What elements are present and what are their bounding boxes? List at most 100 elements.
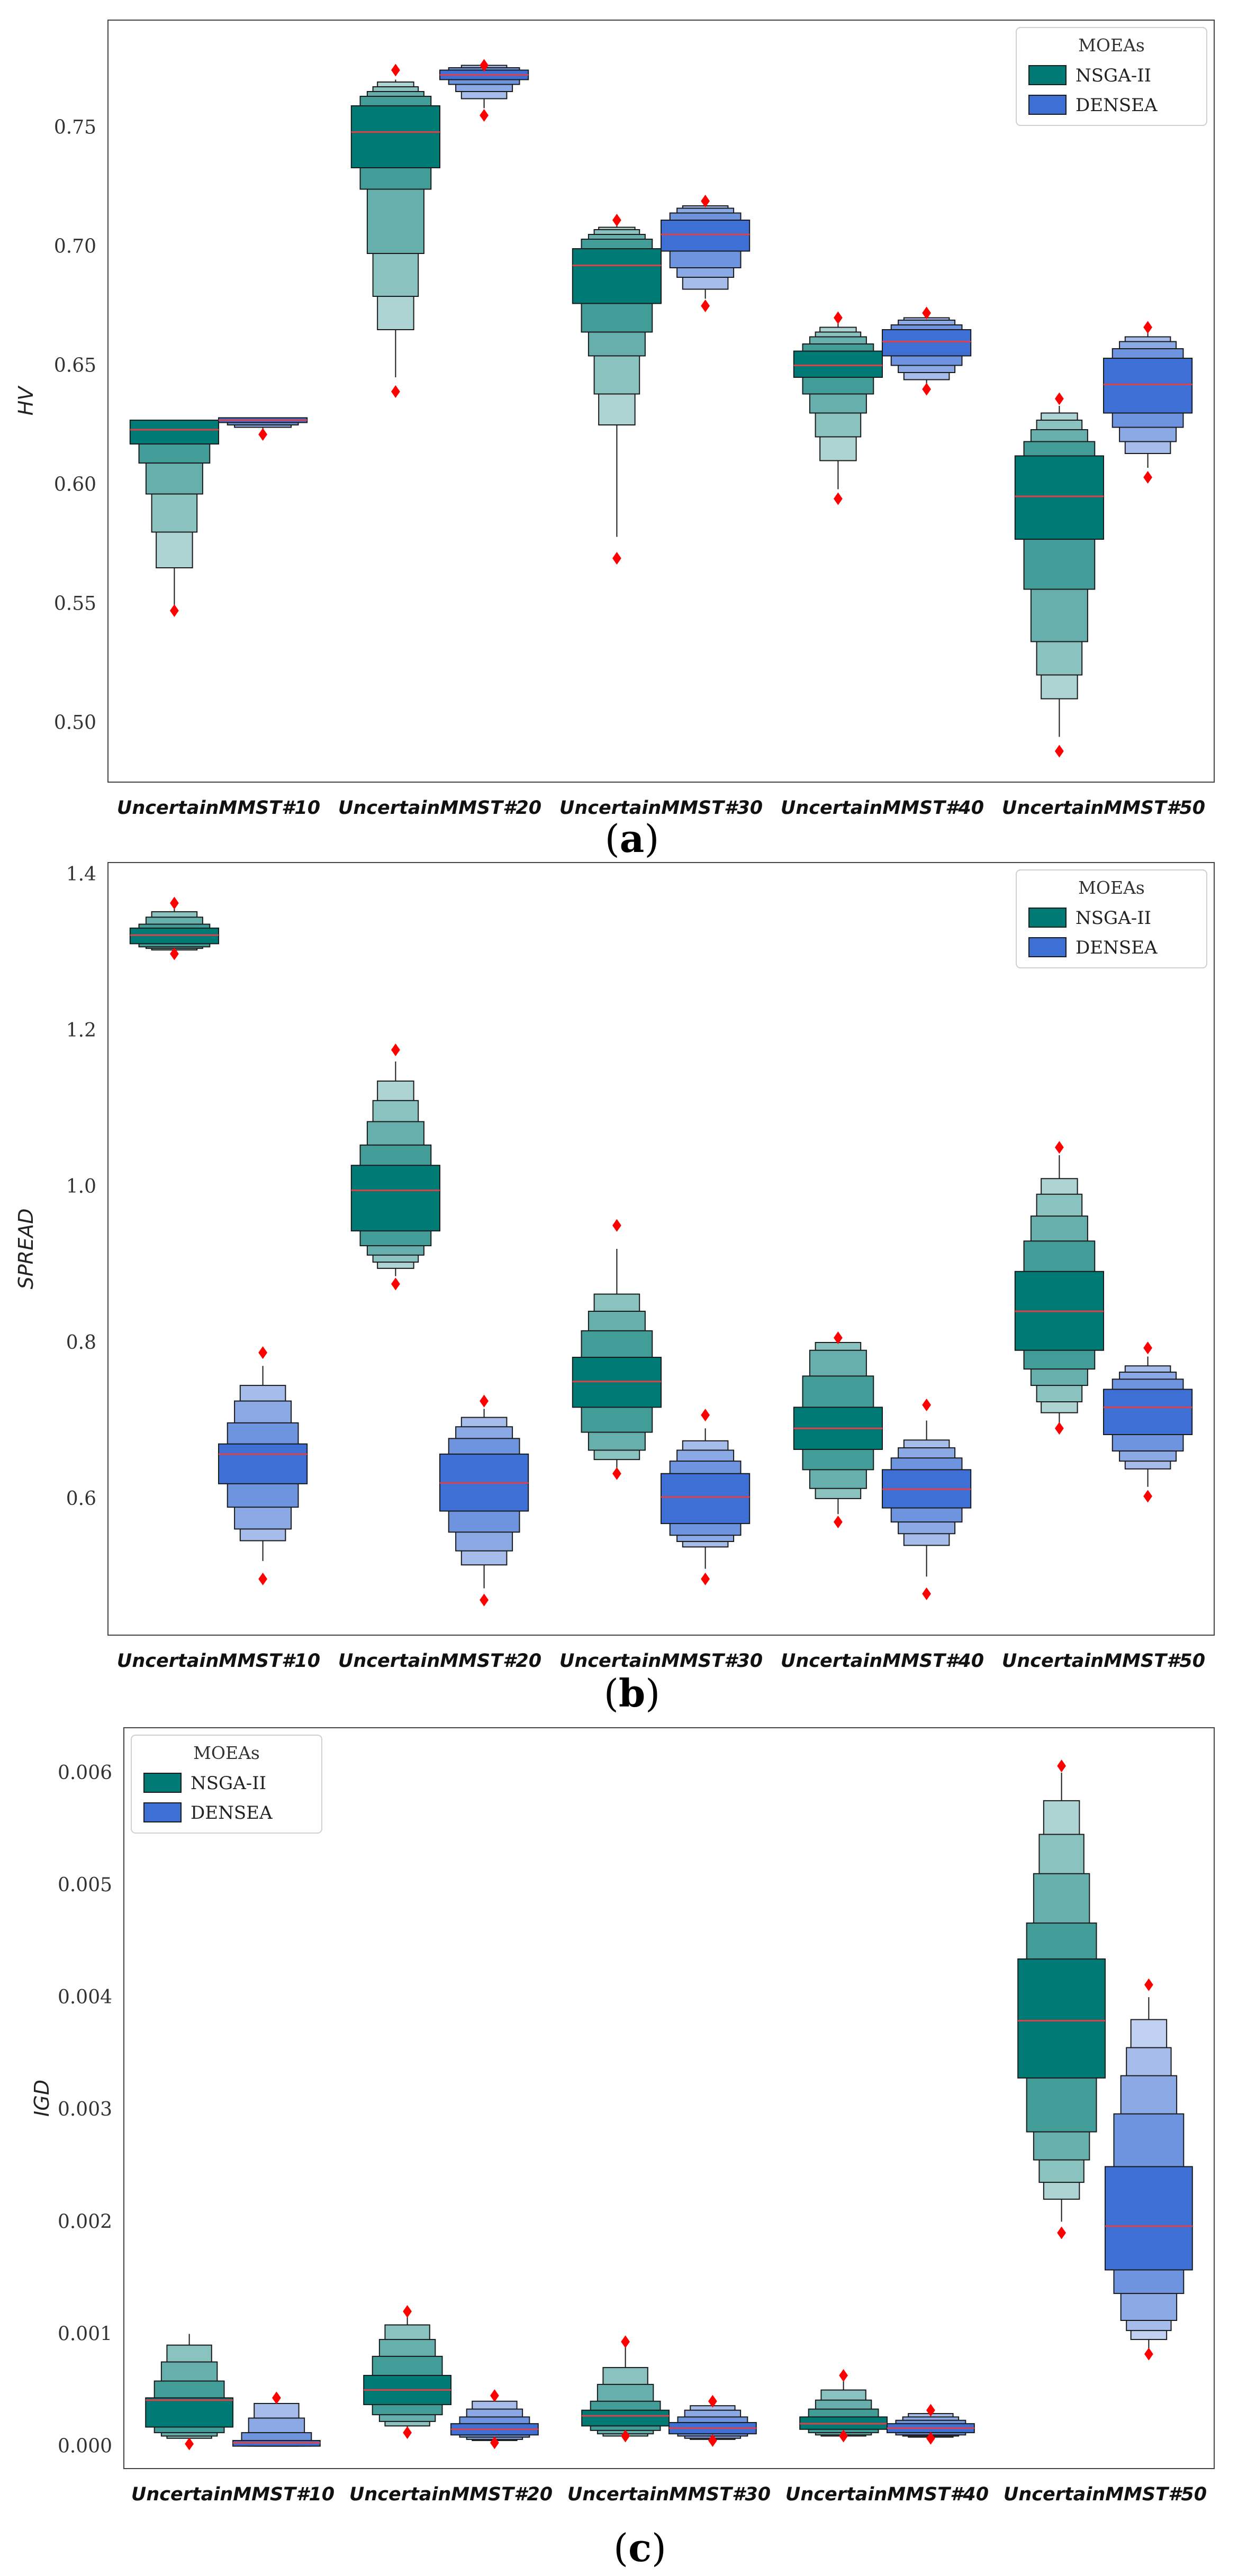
boxen-nsga-ii-1: [129, 420, 219, 617]
panel-label-close-paren: ): [644, 817, 659, 861]
legend-swatch: [1028, 95, 1067, 115]
y-axis-label: SPREAD: [14, 1209, 38, 1290]
boxen-nsga-ii-2: [350, 1043, 440, 1291]
boxen-nsga-ii-5: [1017, 1759, 1106, 2239]
outlier-marker: [922, 1398, 931, 1411]
panel-label-close-paren: ): [652, 2526, 666, 2570]
panel-label-letter: a: [620, 816, 645, 861]
boxen-densea-2: [450, 2389, 539, 2450]
y-tick-label: 1.4: [66, 864, 96, 885]
boxen-nsga-ii-2: [363, 2305, 452, 2439]
boxen-nsga-ii-4: [799, 2369, 888, 2443]
legend-label: NSGA-II: [1076, 65, 1151, 86]
outlier-marker: [834, 492, 843, 505]
y-tick-label: 0.006: [58, 1762, 112, 1784]
outlier-marker: [1055, 392, 1064, 405]
legend-entry-nsga-ii: NSGA-II: [143, 1773, 266, 1794]
panel-label: (a): [605, 816, 659, 861]
legend-entry-nsga-ii: NSGA-II: [1028, 65, 1151, 86]
x-tick-label: UncertainMMST#50: [1002, 1650, 1205, 1672]
y-tick-label: 0.002: [58, 2211, 112, 2233]
outlier-marker: [170, 947, 179, 960]
x-tick-label: UncertainMMST#50: [1002, 797, 1205, 819]
outlier-marker: [926, 2432, 935, 2445]
y-tick-label: 0.50: [54, 712, 96, 734]
boxen-level-1: [1014, 455, 1105, 540]
outlier-marker: [1057, 2226, 1066, 2239]
y-tick-label: 0.75: [54, 117, 96, 139]
legend-entry-densea: DENSEA: [1028, 937, 1158, 958]
outlier-marker: [839, 2369, 848, 2382]
outlier-marker: [834, 311, 843, 324]
panel-label: (c): [613, 2525, 666, 2570]
legend-title: MOEAs: [1078, 35, 1145, 56]
outlier-marker: [185, 2437, 194, 2451]
panel-label-open-paren: (: [613, 2526, 628, 2570]
boxen-densea-4: [882, 1398, 972, 1600]
y-tick-label: 0.000: [58, 2436, 112, 2457]
boxen-densea-2: [439, 1394, 529, 1607]
x-tick-label: UncertainMMST#20: [338, 1650, 541, 1672]
y-tick-label: 0.003: [58, 2099, 112, 2120]
outlier-marker: [480, 109, 489, 122]
outlier-marker: [701, 300, 710, 312]
outlier-marker: [1057, 1759, 1066, 1773]
legend-swatch: [1028, 65, 1067, 85]
outlier-marker: [170, 604, 179, 617]
outlier-marker: [258, 1346, 267, 1359]
outlier-marker: [922, 383, 931, 396]
boxen-densea-5: [1105, 1978, 1193, 2361]
legend-swatch: [1028, 908, 1067, 928]
boxen-densea-3: [668, 2394, 757, 2447]
panel-label-letter: c: [628, 2525, 652, 2570]
outlier-marker: [612, 1219, 621, 1232]
boxen-level-1: [572, 248, 662, 304]
legend: MOEAs NSGA-II DENSEA: [131, 1735, 322, 1834]
y-axis-label: HV: [14, 385, 38, 416]
panel-label-close-paren: ): [645, 1671, 660, 1716]
outlier-marker: [490, 2436, 499, 2450]
x-tick-label: UncertainMMST#50: [1004, 2484, 1207, 2505]
boxen-densea-4: [887, 2403, 975, 2445]
outlier-marker: [170, 896, 179, 910]
outlier-marker: [1143, 1490, 1152, 1503]
outlier-marker: [480, 1394, 489, 1408]
boxen-densea-5: [1103, 321, 1193, 484]
boxen-nsga-ii-5: [1014, 1141, 1105, 1435]
boxen-level-1: [145, 2397, 234, 2428]
legend-label: NSGA-II: [1076, 908, 1151, 929]
boxen-nsga-ii-2: [350, 64, 440, 398]
y-tick-label: 0.70: [54, 236, 96, 258]
x-tick-label: UncertainMMST#20: [338, 797, 541, 819]
outlier-marker: [701, 1409, 710, 1422]
legend-label: NSGA-II: [191, 1773, 266, 1794]
outlier-marker: [621, 2429, 630, 2443]
boxen-densea-2: [439, 59, 529, 122]
panel-label: (b): [604, 1671, 661, 1716]
y-tick-label: 0.001: [58, 2323, 112, 2345]
outlier-marker: [708, 2394, 717, 2408]
boxen-level-1: [661, 220, 751, 252]
x-tick-label: UncertainMMST#30: [567, 2484, 771, 2505]
outlier-marker: [1055, 1422, 1064, 1435]
chart-panel-a: 0.50 0.55 0.60 0.65 0.70 0.75 HV UncertainMMST#…: [14, 20, 1215, 861]
y-tick-label: 0.65: [54, 355, 96, 377]
legend-swatch: [1028, 937, 1067, 957]
legend-entry-nsga-ii: NSGA-II: [1028, 908, 1151, 929]
boxen-densea-1: [232, 2391, 321, 2447]
panel-label-open-paren: (: [605, 817, 620, 861]
boxen-level-1: [882, 329, 972, 357]
x-tick-label: UncertainMMST#20: [349, 2484, 553, 2505]
boxen-level-1: [1105, 2166, 1193, 2271]
x-tick-label: UncertainMMST#30: [559, 797, 763, 819]
outlier-marker: [612, 1467, 621, 1480]
y-tick-label: 0.55: [54, 593, 96, 615]
boxen-nsga-ii-1: [145, 2334, 234, 2451]
plot-area: [107, 20, 1215, 783]
y-tick-label: 0.60: [54, 474, 96, 496]
boxen-nsga-ii-1: [129, 896, 219, 960]
x-tick-label: UncertainMMST#30: [559, 1650, 763, 1672]
outlier-marker: [926, 2403, 935, 2417]
x-tick-label: UncertainMMST#40: [781, 797, 984, 819]
outlier-marker: [701, 1572, 710, 1585]
